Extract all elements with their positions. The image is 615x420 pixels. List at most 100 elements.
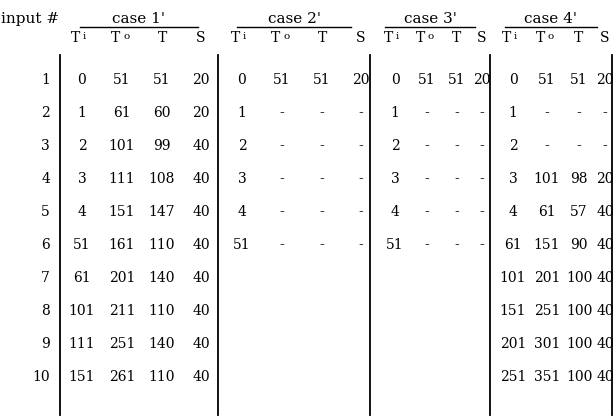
Text: 20: 20 (597, 172, 614, 186)
Text: i: i (396, 32, 399, 41)
Text: -: - (454, 139, 459, 153)
Text: 40: 40 (192, 304, 210, 318)
Text: 61: 61 (538, 205, 556, 219)
Text: -: - (280, 205, 284, 219)
Text: -: - (454, 238, 459, 252)
Text: 20: 20 (474, 73, 491, 87)
Text: -: - (280, 139, 284, 153)
Text: 4: 4 (391, 205, 399, 219)
Text: -: - (424, 106, 429, 120)
Text: 2: 2 (41, 106, 50, 120)
Text: o: o (123, 32, 129, 41)
Text: 1: 1 (237, 106, 247, 120)
Text: 147: 147 (149, 205, 175, 219)
Text: -: - (603, 139, 608, 153)
Text: 151: 151 (500, 304, 526, 318)
Text: -: - (359, 172, 363, 186)
Text: -: - (454, 106, 459, 120)
Text: -: - (577, 139, 581, 153)
Text: 8: 8 (41, 304, 50, 318)
Text: 51: 51 (153, 73, 171, 87)
Text: 51: 51 (113, 73, 131, 87)
Text: 40: 40 (192, 238, 210, 252)
Text: 40: 40 (192, 370, 210, 384)
Text: 40: 40 (192, 139, 210, 153)
Text: 100: 100 (566, 370, 592, 384)
Text: 101: 101 (69, 304, 95, 318)
Text: 6: 6 (41, 238, 50, 252)
Text: 151: 151 (69, 370, 95, 384)
Text: 0: 0 (77, 73, 86, 87)
Text: 0: 0 (391, 73, 399, 87)
Text: 20: 20 (597, 73, 614, 87)
Text: input #: input # (1, 12, 59, 26)
Text: -: - (424, 205, 429, 219)
Text: 101: 101 (500, 271, 526, 285)
Text: 51: 51 (386, 238, 404, 252)
Text: 4: 4 (41, 172, 50, 186)
Text: 99: 99 (153, 139, 171, 153)
Text: 110: 110 (149, 370, 175, 384)
Text: 100: 100 (566, 337, 592, 351)
Text: T: T (502, 31, 511, 45)
Text: 40: 40 (192, 271, 210, 285)
Text: 90: 90 (570, 238, 588, 252)
Text: -: - (545, 139, 549, 153)
Text: 51: 51 (418, 73, 436, 87)
Text: -: - (454, 172, 459, 186)
Text: 151: 151 (534, 238, 560, 252)
Text: i: i (83, 32, 86, 41)
Text: T: T (536, 31, 545, 45)
Text: 61: 61 (73, 271, 91, 285)
Text: 40: 40 (596, 337, 614, 351)
Text: 51: 51 (73, 238, 91, 252)
Text: i: i (514, 32, 517, 41)
Text: i: i (243, 32, 246, 41)
Text: 51: 51 (273, 73, 291, 87)
Text: T: T (416, 31, 425, 45)
Text: 40: 40 (596, 205, 614, 219)
Text: T: T (574, 31, 584, 45)
Text: 40: 40 (596, 271, 614, 285)
Text: 40: 40 (596, 304, 614, 318)
Text: 100: 100 (566, 304, 592, 318)
Text: -: - (359, 205, 363, 219)
Text: 4: 4 (77, 205, 87, 219)
Text: 100: 100 (566, 271, 592, 285)
Text: S: S (600, 31, 609, 45)
Text: 0: 0 (237, 73, 247, 87)
Text: 20: 20 (192, 73, 210, 87)
Text: 4: 4 (237, 205, 247, 219)
Text: 2: 2 (391, 139, 399, 153)
Text: T: T (231, 31, 240, 45)
Text: 40: 40 (192, 337, 210, 351)
Text: -: - (603, 106, 608, 120)
Text: 2: 2 (77, 139, 86, 153)
Text: 2: 2 (237, 139, 247, 153)
Text: 1: 1 (509, 106, 517, 120)
Text: o: o (548, 32, 554, 41)
Text: 101: 101 (534, 172, 560, 186)
Text: 251: 251 (534, 304, 560, 318)
Text: 140: 140 (149, 271, 175, 285)
Text: 61: 61 (504, 238, 522, 252)
Text: -: - (280, 238, 284, 252)
Text: T: T (384, 31, 393, 45)
Text: case 2': case 2' (268, 12, 320, 26)
Text: o: o (428, 32, 434, 41)
Text: 211: 211 (109, 304, 135, 318)
Text: -: - (480, 205, 485, 219)
Text: 3: 3 (391, 172, 399, 186)
Text: -: - (424, 172, 429, 186)
Text: S: S (196, 31, 206, 45)
Text: 60: 60 (153, 106, 171, 120)
Text: 110: 110 (149, 304, 175, 318)
Text: 4: 4 (509, 205, 517, 219)
Text: -: - (577, 106, 581, 120)
Text: -: - (454, 205, 459, 219)
Text: -: - (359, 139, 363, 153)
Text: S: S (477, 31, 486, 45)
Text: 1: 1 (391, 106, 399, 120)
Text: 51: 51 (313, 73, 331, 87)
Text: 151: 151 (109, 205, 135, 219)
